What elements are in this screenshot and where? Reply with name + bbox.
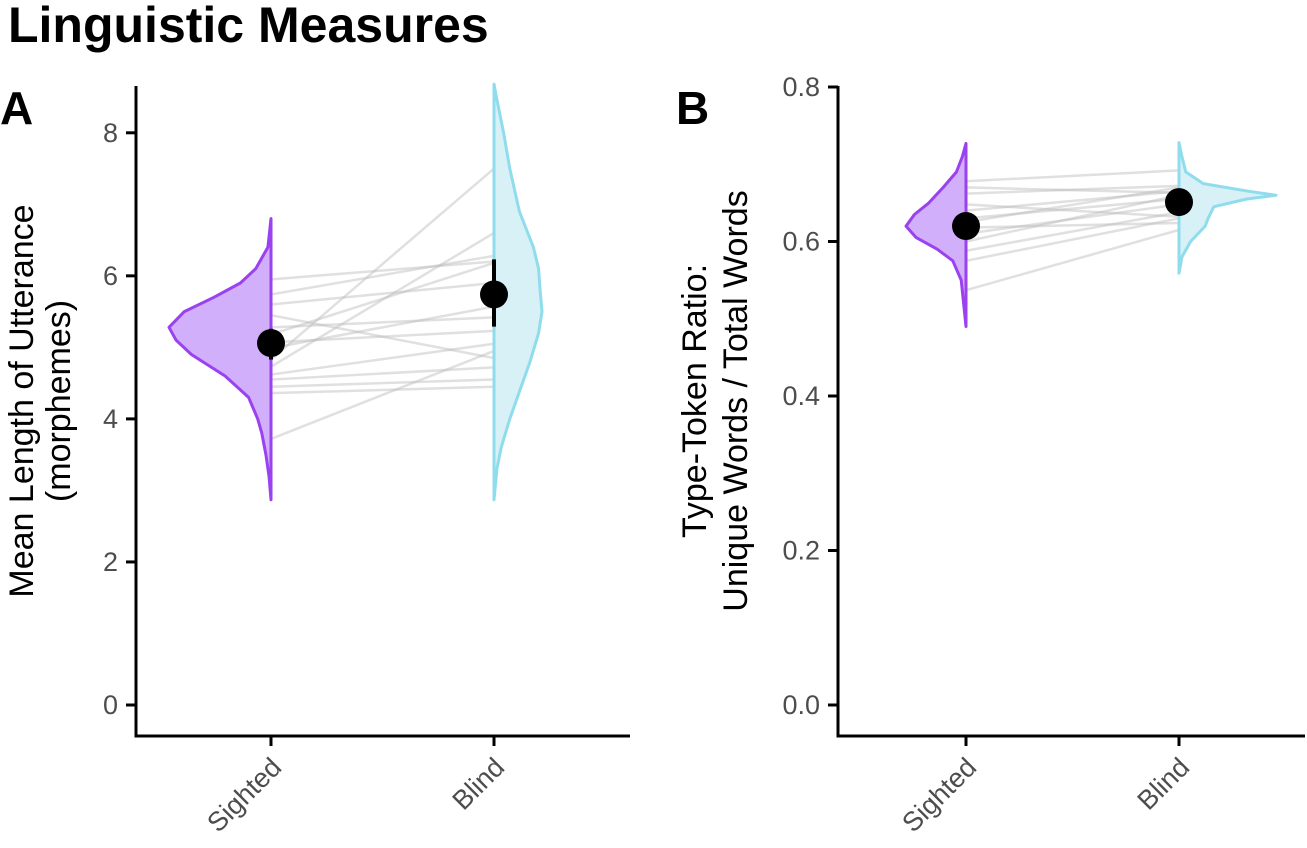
pair-line bbox=[270, 254, 495, 296]
pair-line bbox=[965, 184, 1180, 195]
panel-label: A bbox=[0, 82, 33, 134]
violin-blind bbox=[1177, 141, 1278, 275]
panel-label: B bbox=[676, 82, 709, 134]
y-tick-label: 0.8 bbox=[782, 72, 820, 102]
pair-line bbox=[965, 197, 1180, 220]
panel-a: A 0 2 4 6 8 Sighted Blind Mean Length of Utteran… bbox=[0, 82, 630, 838]
violin-sighted bbox=[167, 217, 273, 502]
pair-line bbox=[965, 193, 1180, 243]
pair-line bbox=[270, 281, 495, 306]
pair-line bbox=[270, 167, 495, 361]
figure-title: Linguistic Measures bbox=[8, 0, 489, 53]
y-axis-title: Mean Length of Utterance bbox=[3, 204, 41, 597]
pair-line bbox=[965, 203, 1180, 219]
x-tick-label: Blind bbox=[1132, 752, 1196, 816]
pair-line bbox=[270, 316, 495, 329]
x-tick-label: Sighted bbox=[896, 752, 982, 838]
y-axis-title: Type-Token Ratio: bbox=[676, 264, 714, 538]
y-tick-label: 0.6 bbox=[782, 227, 820, 257]
y-tick-label: 4 bbox=[103, 404, 118, 434]
pair-lines bbox=[965, 169, 1180, 292]
pair-line bbox=[270, 366, 495, 381]
pair-line bbox=[270, 313, 495, 360]
pair-line bbox=[965, 186, 1180, 224]
pair-line bbox=[270, 329, 495, 344]
mean-point-sighted bbox=[257, 329, 285, 358]
panel-b: B 0.0 0.2 0.4 0.6 0.8 Sighted Blind Type-Token R… bbox=[676, 72, 1305, 838]
pair-line bbox=[965, 221, 1180, 229]
pair-line bbox=[270, 342, 495, 376]
pair-line bbox=[965, 169, 1180, 183]
pair-line bbox=[270, 260, 495, 281]
mean-point-sighted bbox=[952, 212, 980, 241]
pair-line bbox=[965, 210, 1180, 252]
y-axis-title: (morphemes) bbox=[40, 300, 78, 502]
y-tick-label: 8 bbox=[103, 118, 118, 148]
pair-line bbox=[270, 305, 495, 350]
x-tick-label: Sighted bbox=[201, 752, 287, 838]
pair-line bbox=[965, 186, 1180, 195]
violin-sighted bbox=[904, 141, 968, 328]
pair-line bbox=[270, 261, 495, 336]
pair-line bbox=[270, 385, 495, 395]
y-tick-label: 2 bbox=[103, 547, 118, 577]
pair-line bbox=[965, 190, 1180, 212]
pair-line bbox=[965, 228, 1180, 292]
x-tick-label: Blind bbox=[447, 752, 511, 816]
mean-point-blind bbox=[1165, 188, 1193, 217]
pair-line bbox=[965, 217, 1180, 263]
y-tick-label: 0.2 bbox=[782, 536, 820, 566]
pair-line bbox=[270, 378, 495, 388]
pair-line bbox=[965, 203, 1180, 236]
y-tick-label: 6 bbox=[103, 261, 118, 291]
y-tick-label: 0 bbox=[103, 690, 118, 720]
violin-blind bbox=[492, 82, 544, 502]
mean-point-blind bbox=[480, 280, 508, 309]
pair-lines bbox=[270, 167, 495, 441]
pair-line bbox=[270, 349, 495, 441]
y-tick-label: 0.4 bbox=[782, 381, 820, 411]
y-axis-title: Unique Words / Total Words bbox=[717, 190, 755, 611]
y-tick-label: 0.0 bbox=[782, 690, 820, 720]
pair-line bbox=[270, 231, 495, 368]
